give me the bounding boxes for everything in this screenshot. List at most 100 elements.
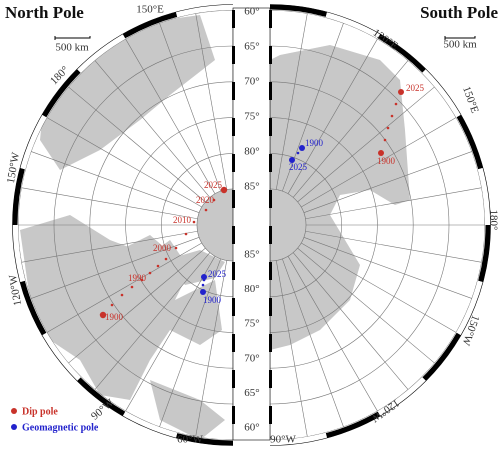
legend-swatch	[11, 408, 17, 414]
lat-scale-bar	[232, 46, 235, 64]
track-point	[390, 114, 394, 118]
longitude-label: 60°W	[177, 434, 203, 446]
lat-label: 80°	[244, 283, 259, 295]
meridian	[282, 258, 344, 428]
track-point	[201, 283, 205, 287]
track-point	[184, 232, 188, 236]
track-point	[398, 89, 404, 95]
meridian	[305, 187, 482, 220]
track-point	[192, 220, 196, 224]
track-point	[130, 285, 134, 289]
meridian	[159, 22, 221, 192]
track-point	[383, 138, 387, 142]
lat-scale-bar	[232, 298, 235, 316]
land	[20, 215, 222, 400]
meridian	[46, 242, 202, 333]
longitude-label: 150°E	[136, 4, 164, 16]
track-point	[212, 198, 216, 202]
year-label: 2025	[406, 83, 425, 93]
year-label: 2000	[153, 243, 172, 253]
year-label: 2020	[196, 195, 215, 205]
rim-segment	[422, 332, 461, 381]
lat-scale-bar	[269, 46, 272, 64]
legend-label: Dip pole	[22, 406, 58, 417]
meridian	[303, 151, 473, 213]
track-point	[120, 293, 124, 297]
rim-segment	[20, 280, 47, 336]
year-label: 1900	[105, 312, 124, 322]
track-point	[164, 257, 168, 261]
track-point	[140, 278, 144, 282]
lat-scale-box	[232, 7, 271, 441]
year-label: 2025	[204, 180, 223, 190]
lat-scale-bar	[269, 298, 272, 316]
meridian	[195, 260, 228, 437]
rim-segment	[377, 34, 426, 73]
track-point	[174, 246, 178, 250]
lat-scale-bar	[232, 10, 235, 28]
lat-label: 80°	[244, 146, 259, 158]
meridian	[292, 252, 409, 390]
longitude-label: 150°E	[460, 85, 481, 115]
lat-label: 60°	[244, 6, 259, 18]
meridian	[30, 151, 200, 213]
title: North Pole	[5, 3, 84, 22]
meridian	[21, 187, 198, 220]
pole-cap	[196, 188, 233, 262]
south-hemisphere	[270, 10, 485, 440]
rim-segment	[42, 69, 81, 118]
meridian	[301, 117, 457, 208]
track-point	[110, 303, 114, 307]
year-label: 1900	[203, 295, 222, 305]
lat-scale-bar	[232, 406, 235, 424]
lat-scale-bar	[269, 154, 272, 172]
meridian	[303, 237, 473, 299]
rim-segment	[456, 114, 483, 170]
lat-label: 75°	[244, 111, 259, 123]
track-point	[394, 102, 398, 106]
meridian	[297, 86, 435, 203]
meridian	[94, 252, 211, 390]
rim-segment	[20, 114, 47, 170]
pole-cap	[270, 188, 307, 262]
meridian	[68, 247, 206, 364]
year-label: 2025	[208, 269, 227, 279]
lat-scale-bar	[232, 118, 235, 136]
lat-scale-bar	[232, 262, 235, 280]
scale-label: 500 km	[443, 39, 477, 51]
track-point	[378, 150, 384, 156]
track-point	[99, 311, 107, 319]
year-label: 2025	[289, 162, 308, 172]
rim-segment	[478, 224, 491, 283]
year-label: 1900	[377, 156, 396, 166]
meridian	[30, 237, 200, 299]
year-label: 1990	[128, 273, 147, 283]
rim-segment	[42, 332, 81, 381]
lat-scale-bar	[269, 406, 272, 424]
meridian	[305, 230, 482, 263]
rim-segment	[478, 167, 491, 226]
meridian	[292, 60, 409, 198]
lat-scale-bar	[269, 190, 272, 208]
meridian	[282, 22, 344, 192]
rim-outline	[269, 4, 491, 446]
meridian	[297, 247, 435, 364]
scale-bar	[444, 36, 476, 40]
lat-scale-bar	[232, 370, 235, 388]
rim-segment	[325, 12, 381, 39]
lat-scale-bar	[269, 10, 272, 28]
track-point	[220, 186, 228, 194]
longitude-label: 150°W	[5, 151, 22, 184]
meridian	[287, 256, 378, 412]
meridian	[195, 13, 228, 190]
rim-segment	[377, 377, 426, 416]
title: South Pole	[420, 3, 498, 22]
meridian	[21, 230, 198, 263]
meridian	[68, 86, 206, 203]
rim-segment	[122, 411, 178, 438]
scale-label: 500 km	[55, 42, 89, 54]
track-point	[386, 126, 390, 130]
meridian	[275, 13, 308, 190]
lat-scale-bar	[269, 370, 272, 388]
lat-scale-bar	[269, 226, 272, 244]
